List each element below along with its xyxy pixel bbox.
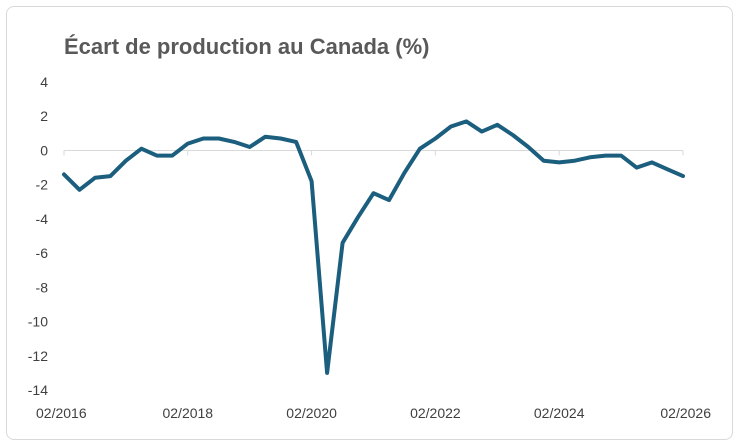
x-axis-ticks: 02/2016 02/2018 02/2020 02/2022 02/2024 02/20… [36, 405, 711, 421]
y-tick-label: -12 [28, 348, 48, 364]
y-tick-label: -6 [36, 245, 49, 261]
chart-frame [6, 6, 733, 440]
x-tick-label: 02/2022 [410, 405, 461, 421]
y-tick-label: -2 [36, 177, 49, 193]
y-axis-ticks: 4 2 0 -2 -4 -6 -8 -10 -12 -14 [28, 74, 48, 398]
x-tick-label: 02/2020 [286, 405, 337, 421]
y-tick-label: 0 [40, 142, 48, 158]
y-tick-label: 2 [40, 108, 48, 124]
x-tick-label: 02/2026 [660, 405, 711, 421]
x-tick-label: 02/2024 [534, 405, 585, 421]
series-line [62, 119, 685, 375]
series-layer [62, 119, 685, 375]
y-tick-label: -4 [36, 211, 49, 227]
chart-title: Écart de production au Canada (%) [64, 34, 430, 59]
y-tick-label: -10 [28, 314, 48, 330]
x-tick-label: 02/2016 [36, 405, 87, 421]
y-tick-label: -14 [28, 382, 48, 398]
y-tick-label: -8 [36, 279, 49, 295]
y-tick-label: 4 [40, 74, 48, 90]
x-tick-label: 02/2018 [162, 405, 213, 421]
x-axis [63, 149, 684, 156]
